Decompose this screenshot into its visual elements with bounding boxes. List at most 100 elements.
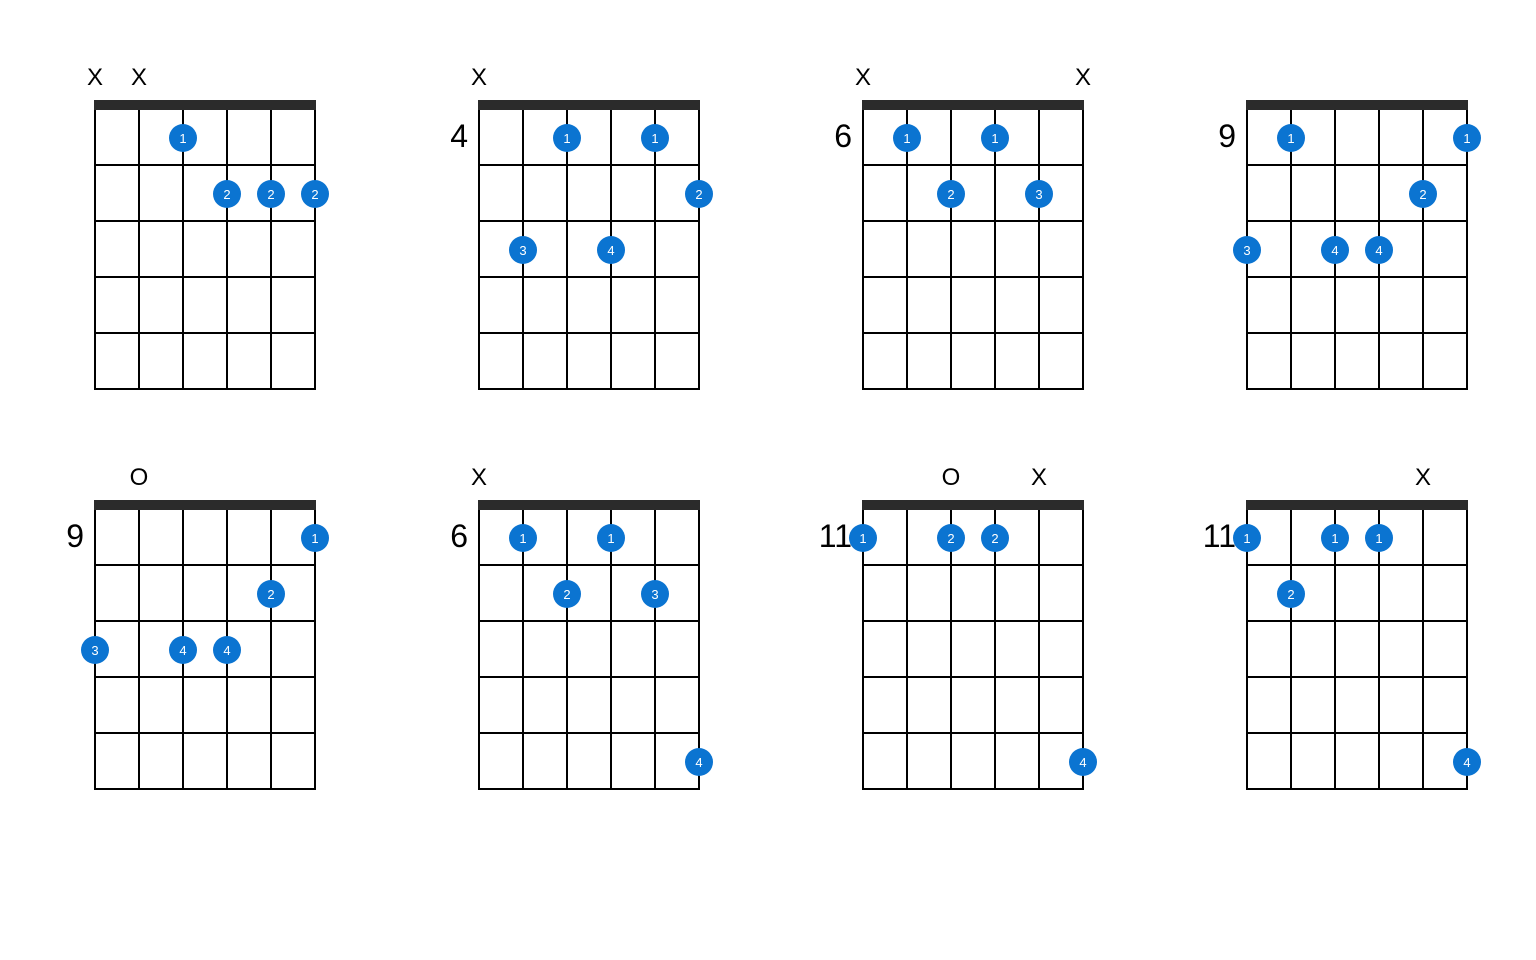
fret-cell [656, 622, 698, 676]
fret-cell [1248, 734, 1292, 788]
finger-dot: 1 [1365, 524, 1393, 552]
fret-cell [568, 278, 612, 332]
fret-cell [1292, 678, 1336, 732]
fret-row [478, 334, 700, 390]
fret-grid: 12344 [94, 510, 316, 790]
fret-cell [524, 622, 568, 676]
string-markers [1246, 60, 1468, 96]
fret-cell [96, 510, 140, 564]
finger-dot: 4 [1069, 748, 1097, 776]
fret-cell [228, 334, 272, 388]
finger-dot: 1 [1233, 524, 1261, 552]
fret-row [478, 278, 700, 334]
fret-cell [272, 110, 314, 164]
fret-cell [140, 566, 184, 620]
chord-diagram: 9O12344 [50, 460, 334, 790]
finger-dot: 2 [1409, 180, 1437, 208]
fret-cell [1336, 678, 1380, 732]
fret-cell [908, 734, 952, 788]
finger-dot: 2 [1277, 580, 1305, 608]
finger-dot: 2 [981, 524, 1009, 552]
fret-cell [952, 734, 996, 788]
chord-diagram: 11OX1224 [818, 460, 1102, 790]
finger-dot: 3 [81, 636, 109, 664]
fretboard: X 11124 [1246, 460, 1468, 790]
fret-cell [524, 678, 568, 732]
fretboard: X11234 [478, 60, 700, 390]
finger-dot: 4 [213, 636, 241, 664]
fret-cell [952, 622, 996, 676]
fret-cell [480, 678, 524, 732]
fret-cell [1336, 278, 1380, 332]
mute-marker: X [855, 60, 871, 96]
fret-grid: 11234 [478, 110, 700, 390]
mute-marker: X [1415, 460, 1431, 496]
chord-diagram: 11X11124 [1202, 460, 1486, 790]
fret-cell [864, 222, 908, 276]
finger-dot: 1 [1321, 524, 1349, 552]
fret-cell [96, 566, 140, 620]
fret-grid: 11124 [1246, 510, 1468, 790]
fret-cell [568, 734, 612, 788]
fret-cell [96, 734, 140, 788]
fret-cell [140, 278, 184, 332]
finger-dot: 1 [893, 124, 921, 152]
fret-cell [184, 510, 228, 564]
fret-cell [228, 110, 272, 164]
fret-cell [1336, 166, 1380, 220]
fret-cell [568, 334, 612, 388]
fret-cell [996, 678, 1040, 732]
fret-cell [96, 278, 140, 332]
finger-dot: 4 [597, 236, 625, 264]
fret-cell [480, 566, 524, 620]
fret-cell [1336, 110, 1380, 164]
fret-cell [952, 678, 996, 732]
fret-cell [612, 622, 656, 676]
nut [94, 100, 316, 110]
fret-cell [1424, 566, 1466, 620]
fret-cell [864, 278, 908, 332]
fret-cell [568, 678, 612, 732]
open-marker: O [130, 460, 149, 496]
fret-cell [228, 734, 272, 788]
fret-cell [1292, 734, 1336, 788]
fret-cell [1380, 278, 1424, 332]
fret-cell [996, 622, 1040, 676]
mute-marker: X [87, 60, 103, 96]
fret-cell [184, 278, 228, 332]
fret-cell [1336, 566, 1380, 620]
fret-cell [524, 734, 568, 788]
fret-cell [140, 510, 184, 564]
fret-cell [140, 678, 184, 732]
fret-cell [1380, 678, 1424, 732]
fret-cell [140, 222, 184, 276]
fret-cell [480, 278, 524, 332]
fretboard: XX1123 [862, 60, 1084, 390]
chord-diagram: 4X11234 [434, 60, 718, 390]
fret-cell [96, 222, 140, 276]
fret-row [862, 334, 1084, 390]
fret-cell [524, 278, 568, 332]
fret-cell [1248, 678, 1292, 732]
fret-cell [612, 166, 656, 220]
finger-dot: 4 [169, 636, 197, 664]
fret-cell [908, 222, 952, 276]
fret-cell [228, 510, 272, 564]
fret-row [94, 334, 316, 390]
fret-cell [96, 678, 140, 732]
finger-dot: 3 [509, 236, 537, 264]
fret-row [1246, 510, 1468, 566]
fret-cell [140, 334, 184, 388]
fret-row [478, 622, 700, 678]
finger-dot: 2 [937, 180, 965, 208]
fret-cell [96, 110, 140, 164]
fret-cell [480, 334, 524, 388]
fret-cell [524, 166, 568, 220]
fret-grid: 11234 [478, 510, 700, 790]
nut [1246, 500, 1468, 510]
fret-cell [1380, 566, 1424, 620]
fret-cell [656, 334, 698, 388]
fret-row [1246, 734, 1468, 790]
string-markers: X [478, 460, 700, 496]
fret-cell [1424, 678, 1466, 732]
